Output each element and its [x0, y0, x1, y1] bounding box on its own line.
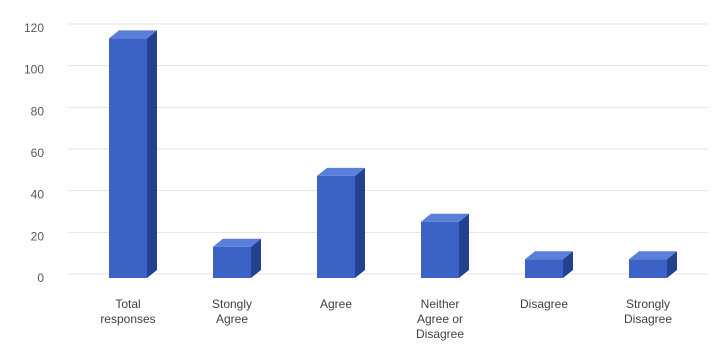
bar-top-face: [317, 167, 365, 176]
x-category-label: Neither Agree or Disagree: [416, 297, 464, 341]
bar-side-face: [355, 167, 365, 278]
bar-front-face: [109, 38, 147, 278]
bar-side-face: [563, 251, 573, 278]
y-tick-label: 40: [31, 188, 45, 202]
x-category-label: Total responses: [100, 297, 155, 326]
bar-front-face: [629, 259, 667, 278]
y-tick-label: 60: [31, 146, 45, 160]
bar-front-face: [421, 221, 459, 278]
bar: [629, 251, 677, 278]
y-tick-label: 120: [24, 21, 44, 35]
bar-top-face: [213, 238, 261, 247]
x-category-label: Strongly Disagree: [624, 297, 672, 326]
gridlines: [68, 23, 708, 275]
y-tick-label: 20: [31, 229, 45, 243]
bar-side-face: [147, 30, 157, 278]
bar-top-face: [421, 213, 469, 222]
bar: [317, 167, 365, 278]
bar: [213, 238, 261, 278]
bar-top-face: [109, 30, 157, 39]
y-axis-tick-labels: 0 20 40 60 80 100 120: [24, 21, 44, 285]
bar-side-face: [251, 238, 261, 278]
bar: [525, 251, 573, 278]
x-category-label: Stongly Agree: [212, 297, 252, 326]
bar: [421, 213, 469, 278]
bars: [109, 30, 677, 278]
x-category-label: Disagree: [520, 297, 568, 311]
bar-front-face: [525, 259, 563, 278]
bar-top-face: [629, 251, 677, 260]
x-axis-category-labels: Total responses Stongly Agree Agree Neither Ag…: [100, 297, 672, 341]
y-tick-label: 0: [37, 271, 44, 285]
y-tick-label: 100: [24, 63, 44, 77]
y-tick-label: 80: [31, 104, 45, 118]
bar-side-face: [667, 251, 677, 278]
bar-top-face: [525, 251, 573, 260]
bar: [109, 30, 157, 278]
bar-front-face: [317, 175, 355, 278]
bar-side-face: [459, 213, 469, 278]
x-category-label: Agree: [320, 297, 352, 311]
bar-front-face: [213, 246, 251, 278]
